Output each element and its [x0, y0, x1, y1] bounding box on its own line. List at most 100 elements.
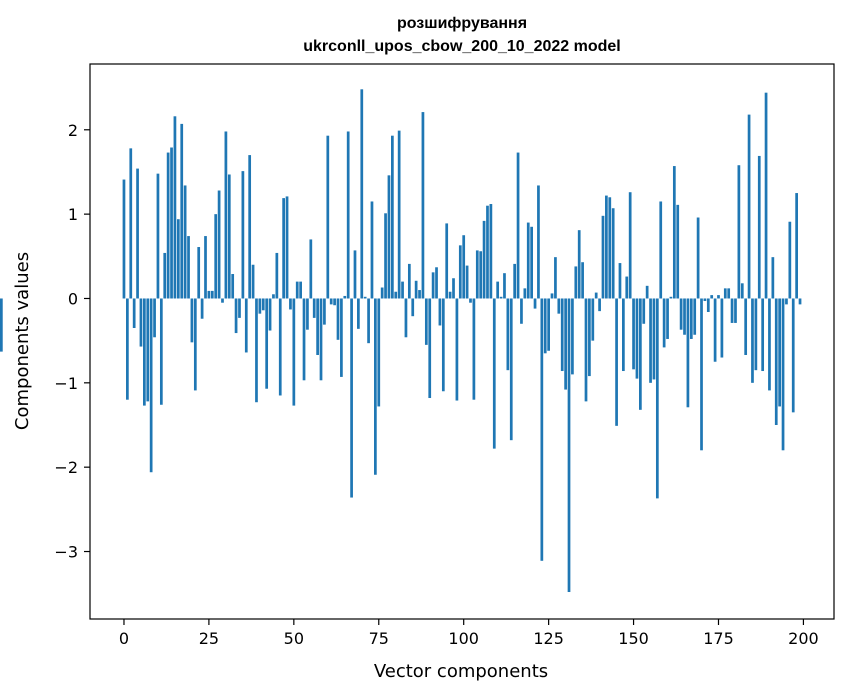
bar: [244, 298, 248, 353]
y-tick-label: −2: [54, 458, 78, 477]
bar: [336, 298, 340, 340]
bar: [122, 179, 126, 299]
bar: [747, 114, 751, 299]
bar: [214, 214, 218, 299]
bar: [693, 298, 697, 335]
bar: [255, 298, 258, 403]
bar: [326, 135, 330, 299]
bar: [795, 193, 798, 299]
bar: [407, 263, 411, 299]
bar: [143, 298, 146, 406]
bar: [639, 298, 642, 410]
bar: [411, 298, 415, 317]
bar: [394, 291, 398, 299]
bar: [577, 230, 581, 299]
bar: [710, 295, 714, 299]
bar: [622, 298, 625, 372]
bar: [190, 298, 194, 343]
bar: [608, 197, 612, 299]
bar: [598, 298, 601, 312]
bar: [363, 296, 367, 299]
bar: [316, 298, 319, 355]
bar: [0, 298, 3, 352]
bar: [591, 298, 595, 341]
bar: [666, 298, 669, 339]
bar: [428, 298, 432, 399]
bar: [397, 130, 401, 299]
bar: [166, 152, 170, 299]
bar: [475, 250, 479, 299]
bar: [251, 264, 255, 299]
bar: [723, 288, 727, 299]
bar: [380, 287, 384, 299]
bar: [781, 298, 785, 451]
bar: [642, 298, 646, 324]
y-tick-label: 2: [68, 121, 78, 140]
bar: [730, 298, 734, 323]
bar: [149, 298, 153, 473]
x-tick-label: 0: [119, 629, 129, 648]
y-tick-label: 0: [68, 289, 78, 308]
y-tick-label: −3: [54, 543, 78, 562]
bar: [163, 252, 167, 299]
bar: [615, 298, 618, 426]
bar: [435, 267, 438, 299]
bar: [611, 208, 615, 299]
bar: [584, 298, 588, 402]
bar: [550, 293, 554, 299]
x-tick-label: 200: [788, 629, 819, 648]
bar: [649, 298, 652, 383]
bar: [655, 298, 659, 499]
bar: [509, 298, 513, 441]
bar: [238, 298, 241, 318]
bar: [227, 174, 231, 299]
bar: [136, 168, 139, 299]
x-axis-label: Vector components: [374, 661, 548, 682]
x-tick-label: 75: [369, 629, 389, 648]
bar: [455, 298, 459, 401]
bar: [533, 298, 537, 309]
bar: [292, 298, 296, 406]
bar: [523, 288, 527, 299]
bar: [717, 295, 720, 299]
bar: [285, 196, 289, 299]
bar: [526, 222, 530, 299]
bar: [370, 201, 374, 299]
x-tick-label: 150: [618, 629, 649, 648]
bar: [231, 274, 235, 299]
bar: [367, 298, 370, 344]
bar: [445, 223, 449, 299]
bar: [540, 298, 544, 561]
bar: [479, 251, 483, 299]
bar: [672, 166, 676, 299]
bar: [751, 298, 754, 383]
bar: [431, 272, 435, 299]
bar: [299, 281, 302, 299]
y-axis-label: Components values: [12, 252, 33, 430]
bar: [482, 220, 486, 299]
bar: [768, 298, 771, 391]
bar: [669, 296, 673, 299]
bar: [421, 112, 425, 299]
bar: [319, 298, 323, 381]
bar: [197, 247, 201, 299]
x-tick-label: 50: [284, 629, 304, 648]
bar: [513, 263, 517, 299]
bar: [401, 281, 404, 299]
bar: [625, 276, 629, 299]
bar: [282, 198, 285, 299]
bar: [353, 250, 357, 299]
bar: [217, 190, 221, 299]
bar: [272, 294, 275, 299]
bar: [686, 298, 690, 408]
bar: [278, 298, 282, 396]
bar: [234, 298, 238, 334]
bar: [588, 298, 591, 377]
bar: [727, 288, 731, 299]
bar: [703, 298, 707, 302]
bar: [441, 298, 445, 392]
bar: [221, 298, 224, 303]
bar: [530, 226, 533, 299]
x-tick-label: 100: [448, 629, 479, 648]
bar: [581, 262, 584, 299]
